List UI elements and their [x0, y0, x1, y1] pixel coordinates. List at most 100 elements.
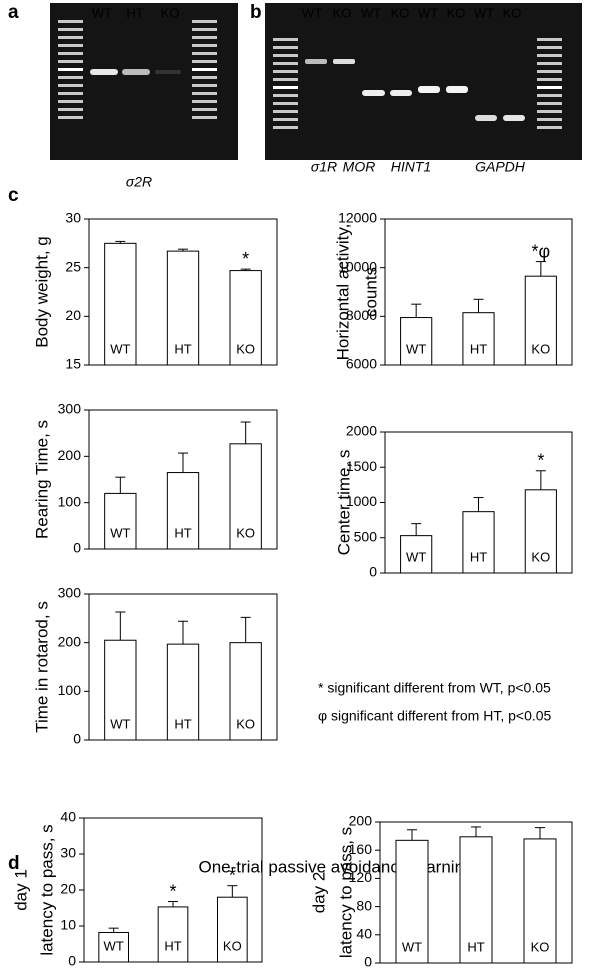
bar — [166, 643, 200, 741]
ladder-band — [58, 100, 83, 103]
y-tick-label: 15 — [65, 356, 81, 372]
category-label: HT — [470, 549, 487, 564]
y-axis-label: Center time, s — [334, 450, 353, 556]
ladder-band — [273, 94, 298, 97]
y-tick-label: 100 — [58, 493, 82, 509]
bar — [98, 931, 130, 963]
lane-label: KO — [161, 5, 180, 20]
significance-mark: * — [229, 865, 236, 885]
category-label: KO — [531, 549, 550, 564]
bar — [395, 839, 429, 964]
ladder-band — [537, 70, 562, 73]
y-tick-label: 20 — [65, 307, 81, 323]
ladder-band — [273, 46, 298, 49]
category-label: WT — [110, 341, 130, 356]
y-axis-label: Horizontal activity, — [333, 224, 352, 361]
y-tick-label: 300 — [58, 585, 82, 601]
ladder-band — [192, 108, 217, 111]
y-tick-label: 100 — [58, 682, 82, 698]
gel-a — [50, 3, 238, 160]
ladder-band — [58, 60, 83, 63]
bar — [157, 906, 189, 963]
y-tick-label: 40 — [356, 926, 372, 942]
panel-label: a — [8, 2, 19, 23]
y-axis-label: Time in rotarod, s — [32, 601, 51, 733]
ladder-band — [58, 44, 83, 47]
y-axis-label: latency to pass, s — [336, 827, 355, 958]
note: * significant different from WT, p<0.05 — [318, 680, 551, 696]
y-tick-label: 0 — [73, 731, 81, 747]
ladder-band — [273, 38, 298, 41]
y-tick-label: 2000 — [346, 423, 377, 439]
category-label: KO — [236, 525, 255, 540]
y-tick-label: 300 — [58, 401, 82, 417]
category-label: HT — [174, 525, 191, 540]
y-tick-label: 0 — [369, 564, 377, 580]
ladder-band — [273, 118, 298, 121]
category-label: KO — [531, 341, 550, 356]
gene-label: σ2R — [126, 174, 152, 190]
ladder-band — [537, 54, 562, 57]
ladder-band — [537, 38, 562, 41]
gene-label: σ1R — [311, 159, 337, 175]
lane-label: KO — [333, 5, 352, 20]
gene-label: HINT1 — [391, 159, 431, 175]
ladder-band — [192, 76, 217, 79]
bar — [166, 250, 200, 366]
category-label: HT — [467, 939, 484, 954]
gene-label: MOR — [343, 159, 376, 175]
bar — [104, 639, 137, 741]
ladder-band — [192, 84, 217, 87]
bar — [229, 443, 262, 550]
significance-mark: * — [537, 451, 544, 471]
ladder-band — [537, 78, 562, 81]
y-tick-label: 200 — [58, 633, 82, 649]
y-tick-label: 30 — [65, 210, 81, 226]
ladder-band — [537, 102, 562, 105]
ladder-band — [192, 116, 217, 119]
ladder-band — [537, 62, 562, 65]
y-tick-label: 0 — [73, 540, 81, 556]
category-label: HT — [164, 938, 181, 953]
ladder-band — [58, 116, 83, 119]
y-tick-label: 40 — [60, 809, 76, 825]
y-tick-label: 0 — [68, 953, 76, 969]
ladder-band — [537, 46, 562, 49]
category-label: WT — [406, 341, 426, 356]
panel-label: c — [8, 185, 19, 206]
gel-b — [265, 3, 582, 160]
category-label: WT — [104, 938, 124, 953]
y-axis-label: Body weight, g — [32, 236, 51, 348]
y-tick-label: 160 — [349, 841, 373, 857]
ladder-band — [537, 126, 562, 129]
y-axis-label: day 1 — [11, 869, 30, 911]
lane-label: WT — [302, 5, 322, 20]
panel-label: d — [8, 853, 20, 874]
y-tick-label: 10 — [60, 917, 76, 933]
gene-label: GAPDH — [475, 159, 526, 175]
y-tick-label: 500 — [354, 528, 378, 544]
ladder-band — [273, 126, 298, 129]
ladder-band — [273, 70, 298, 73]
ladder-band — [58, 52, 83, 55]
ladder-band — [273, 54, 298, 57]
ladder-band — [58, 68, 83, 71]
ladder-band — [192, 60, 217, 63]
lane-label: WT — [361, 5, 381, 20]
panel-label: b — [250, 2, 262, 23]
lane-label: KO — [391, 5, 410, 20]
y-tick-label: 25 — [65, 258, 81, 274]
significance-mark: *φ — [531, 241, 550, 261]
ladder-band — [273, 62, 298, 65]
significance-mark: * — [169, 881, 176, 901]
ladder-band — [192, 52, 217, 55]
y-tick-label: 200 — [349, 813, 373, 829]
category-label: WT — [110, 716, 130, 731]
y-tick-label: 30 — [60, 845, 76, 861]
ladder-band — [273, 78, 298, 81]
bar — [462, 312, 495, 366]
y-tick-label: 120 — [349, 869, 373, 885]
bar — [166, 472, 200, 550]
category-label: HT — [174, 341, 191, 356]
